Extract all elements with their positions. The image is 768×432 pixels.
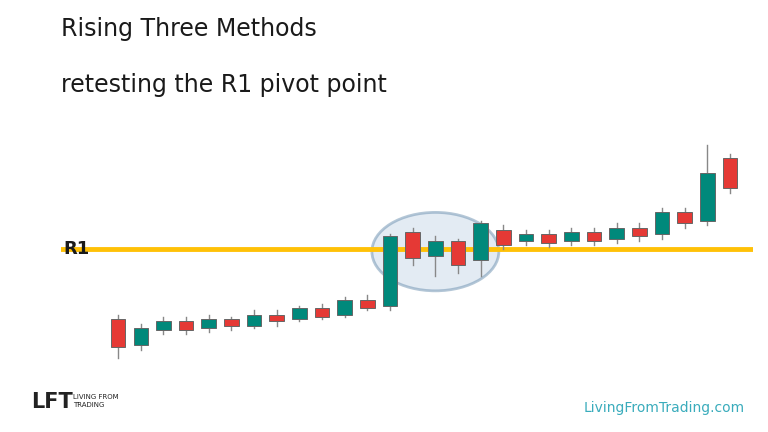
Bar — [655, 213, 669, 234]
Text: LivingFromTrading.com: LivingFromTrading.com — [584, 401, 745, 415]
Text: retesting the R1 pivot point: retesting the R1 pivot point — [61, 73, 387, 98]
Bar — [247, 315, 261, 326]
Bar — [451, 241, 465, 265]
Bar — [677, 213, 692, 223]
Bar — [564, 232, 578, 241]
Text: LIVING FROM
TRADING: LIVING FROM TRADING — [73, 394, 118, 408]
Text: Rising Three Methods: Rising Three Methods — [61, 17, 317, 41]
Bar — [587, 232, 601, 241]
Bar — [292, 308, 306, 319]
Bar — [428, 241, 442, 256]
Bar — [700, 173, 714, 221]
Bar — [518, 234, 533, 241]
Bar — [315, 308, 329, 317]
Bar — [270, 315, 284, 321]
Bar — [156, 321, 170, 330]
Bar — [337, 299, 352, 315]
Bar — [134, 328, 148, 345]
Bar — [360, 299, 375, 308]
Bar — [473, 223, 488, 260]
Bar — [111, 319, 125, 347]
Bar — [224, 319, 239, 326]
Bar — [632, 228, 647, 236]
Bar — [541, 234, 556, 243]
Bar — [496, 230, 511, 245]
Bar — [382, 236, 397, 306]
Bar — [406, 232, 420, 258]
Text: LFT: LFT — [31, 392, 72, 412]
Bar — [179, 321, 194, 330]
Bar — [723, 158, 737, 188]
Ellipse shape — [372, 213, 499, 291]
Bar — [201, 319, 216, 328]
Text: R1: R1 — [64, 241, 90, 258]
Bar — [610, 228, 624, 238]
